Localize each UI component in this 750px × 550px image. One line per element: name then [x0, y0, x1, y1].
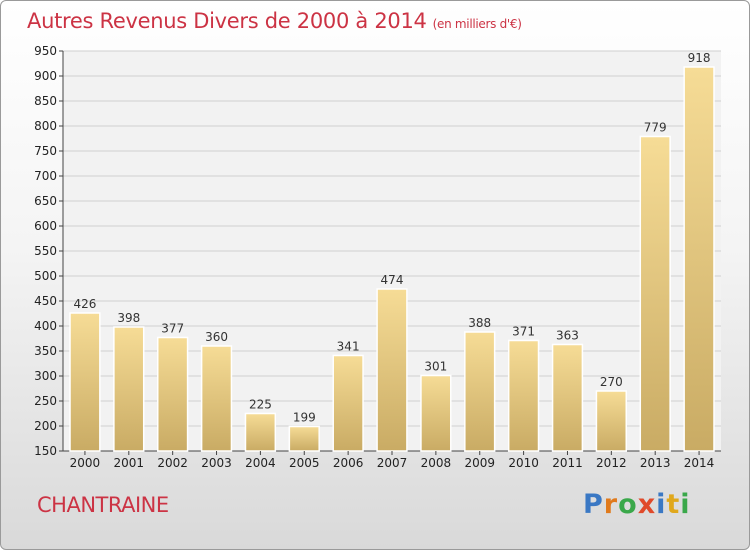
x-tick-label: 2013	[640, 456, 671, 470]
bar-value-label: 377	[161, 322, 184, 336]
proxiti-logo: Proxiti	[583, 489, 691, 520]
bar-value-label: 360	[205, 330, 228, 344]
bar	[464, 331, 496, 452]
bar	[551, 343, 584, 452]
y-tick-label: 550	[34, 244, 57, 258]
bar-value-label: 779	[644, 121, 667, 135]
bar	[595, 390, 627, 452]
x-tick-label: 2003	[201, 456, 232, 470]
bar-value-label: 371	[512, 325, 535, 339]
bar-value-label: 199	[293, 411, 316, 425]
chart-title-unit: (en milliers d'€)	[432, 17, 522, 31]
logo-letter: x	[637, 489, 657, 520]
logo-letter: o	[618, 489, 638, 520]
bar-value-label: 363	[556, 329, 579, 343]
y-tick-label: 950	[34, 44, 57, 58]
y-tick-label: 150	[34, 444, 57, 458]
bar	[200, 345, 233, 452]
bar-value-label: 918	[688, 51, 711, 65]
y-tick-label: 200	[34, 419, 57, 433]
x-tick-label: 2009	[464, 456, 495, 470]
x-tick-label: 2008	[421, 456, 452, 470]
bar	[69, 312, 101, 452]
x-tick-label: 2004	[245, 456, 276, 470]
y-tick-label: 750	[34, 144, 57, 158]
bar-value-label: 426	[73, 297, 96, 311]
y-tick-label: 400	[34, 319, 57, 333]
chart-title: Autres Revenus Divers de 2000 à 2014 (en …	[27, 9, 522, 33]
x-tick-label: 2014	[684, 456, 715, 470]
logo-letter: i	[680, 489, 691, 520]
x-tick-label: 2012	[596, 456, 627, 470]
bar-value-label: 341	[337, 340, 360, 354]
y-tick-label: 900	[34, 69, 57, 83]
chart-title-text: Autres Revenus Divers de 2000 à 2014	[27, 9, 427, 33]
logo-letter: t	[666, 489, 681, 520]
bar	[113, 326, 145, 452]
y-tick-label: 600	[34, 219, 57, 233]
y-tick-label: 300	[34, 369, 57, 383]
x-tick-label: 2001	[114, 456, 145, 470]
bar-value-label: 388	[468, 316, 491, 330]
x-tick-label: 2006	[333, 456, 364, 470]
y-tick-label: 700	[34, 169, 57, 183]
x-tick-label: 2000	[70, 456, 101, 470]
bar	[639, 135, 671, 452]
bar-value-label: 270	[600, 375, 623, 389]
logo-letter: i	[656, 489, 667, 520]
bar	[420, 374, 452, 452]
x-tick-label: 2005	[289, 456, 320, 470]
y-tick-label: 850	[34, 94, 57, 108]
bar	[244, 412, 277, 452]
x-tick-label: 2002	[157, 456, 188, 470]
bar	[683, 66, 715, 452]
y-tick-label: 250	[34, 394, 57, 408]
x-tick-label: 2011	[552, 456, 583, 470]
bar	[288, 425, 320, 452]
bar-value-label: 301	[424, 360, 447, 374]
bar-value-label: 398	[117, 311, 140, 325]
city-name: CHANTRAINE	[37, 493, 169, 517]
y-tick-label: 450	[34, 294, 57, 308]
bar	[157, 336, 189, 452]
y-tick-label: 650	[34, 194, 57, 208]
y-tick-label: 800	[34, 119, 57, 133]
bar	[332, 354, 364, 452]
x-tick-label: 2010	[508, 456, 539, 470]
logo-letter: P	[583, 489, 604, 520]
bar-value-label: 225	[249, 398, 272, 412]
x-tick-label: 2007	[377, 456, 408, 470]
bar	[376, 288, 408, 452]
bar-value-label: 474	[381, 273, 404, 287]
bar	[507, 339, 540, 452]
y-tick-label: 500	[34, 269, 57, 283]
logo-letter: r	[603, 489, 619, 520]
y-tick-label: 350	[34, 344, 57, 358]
